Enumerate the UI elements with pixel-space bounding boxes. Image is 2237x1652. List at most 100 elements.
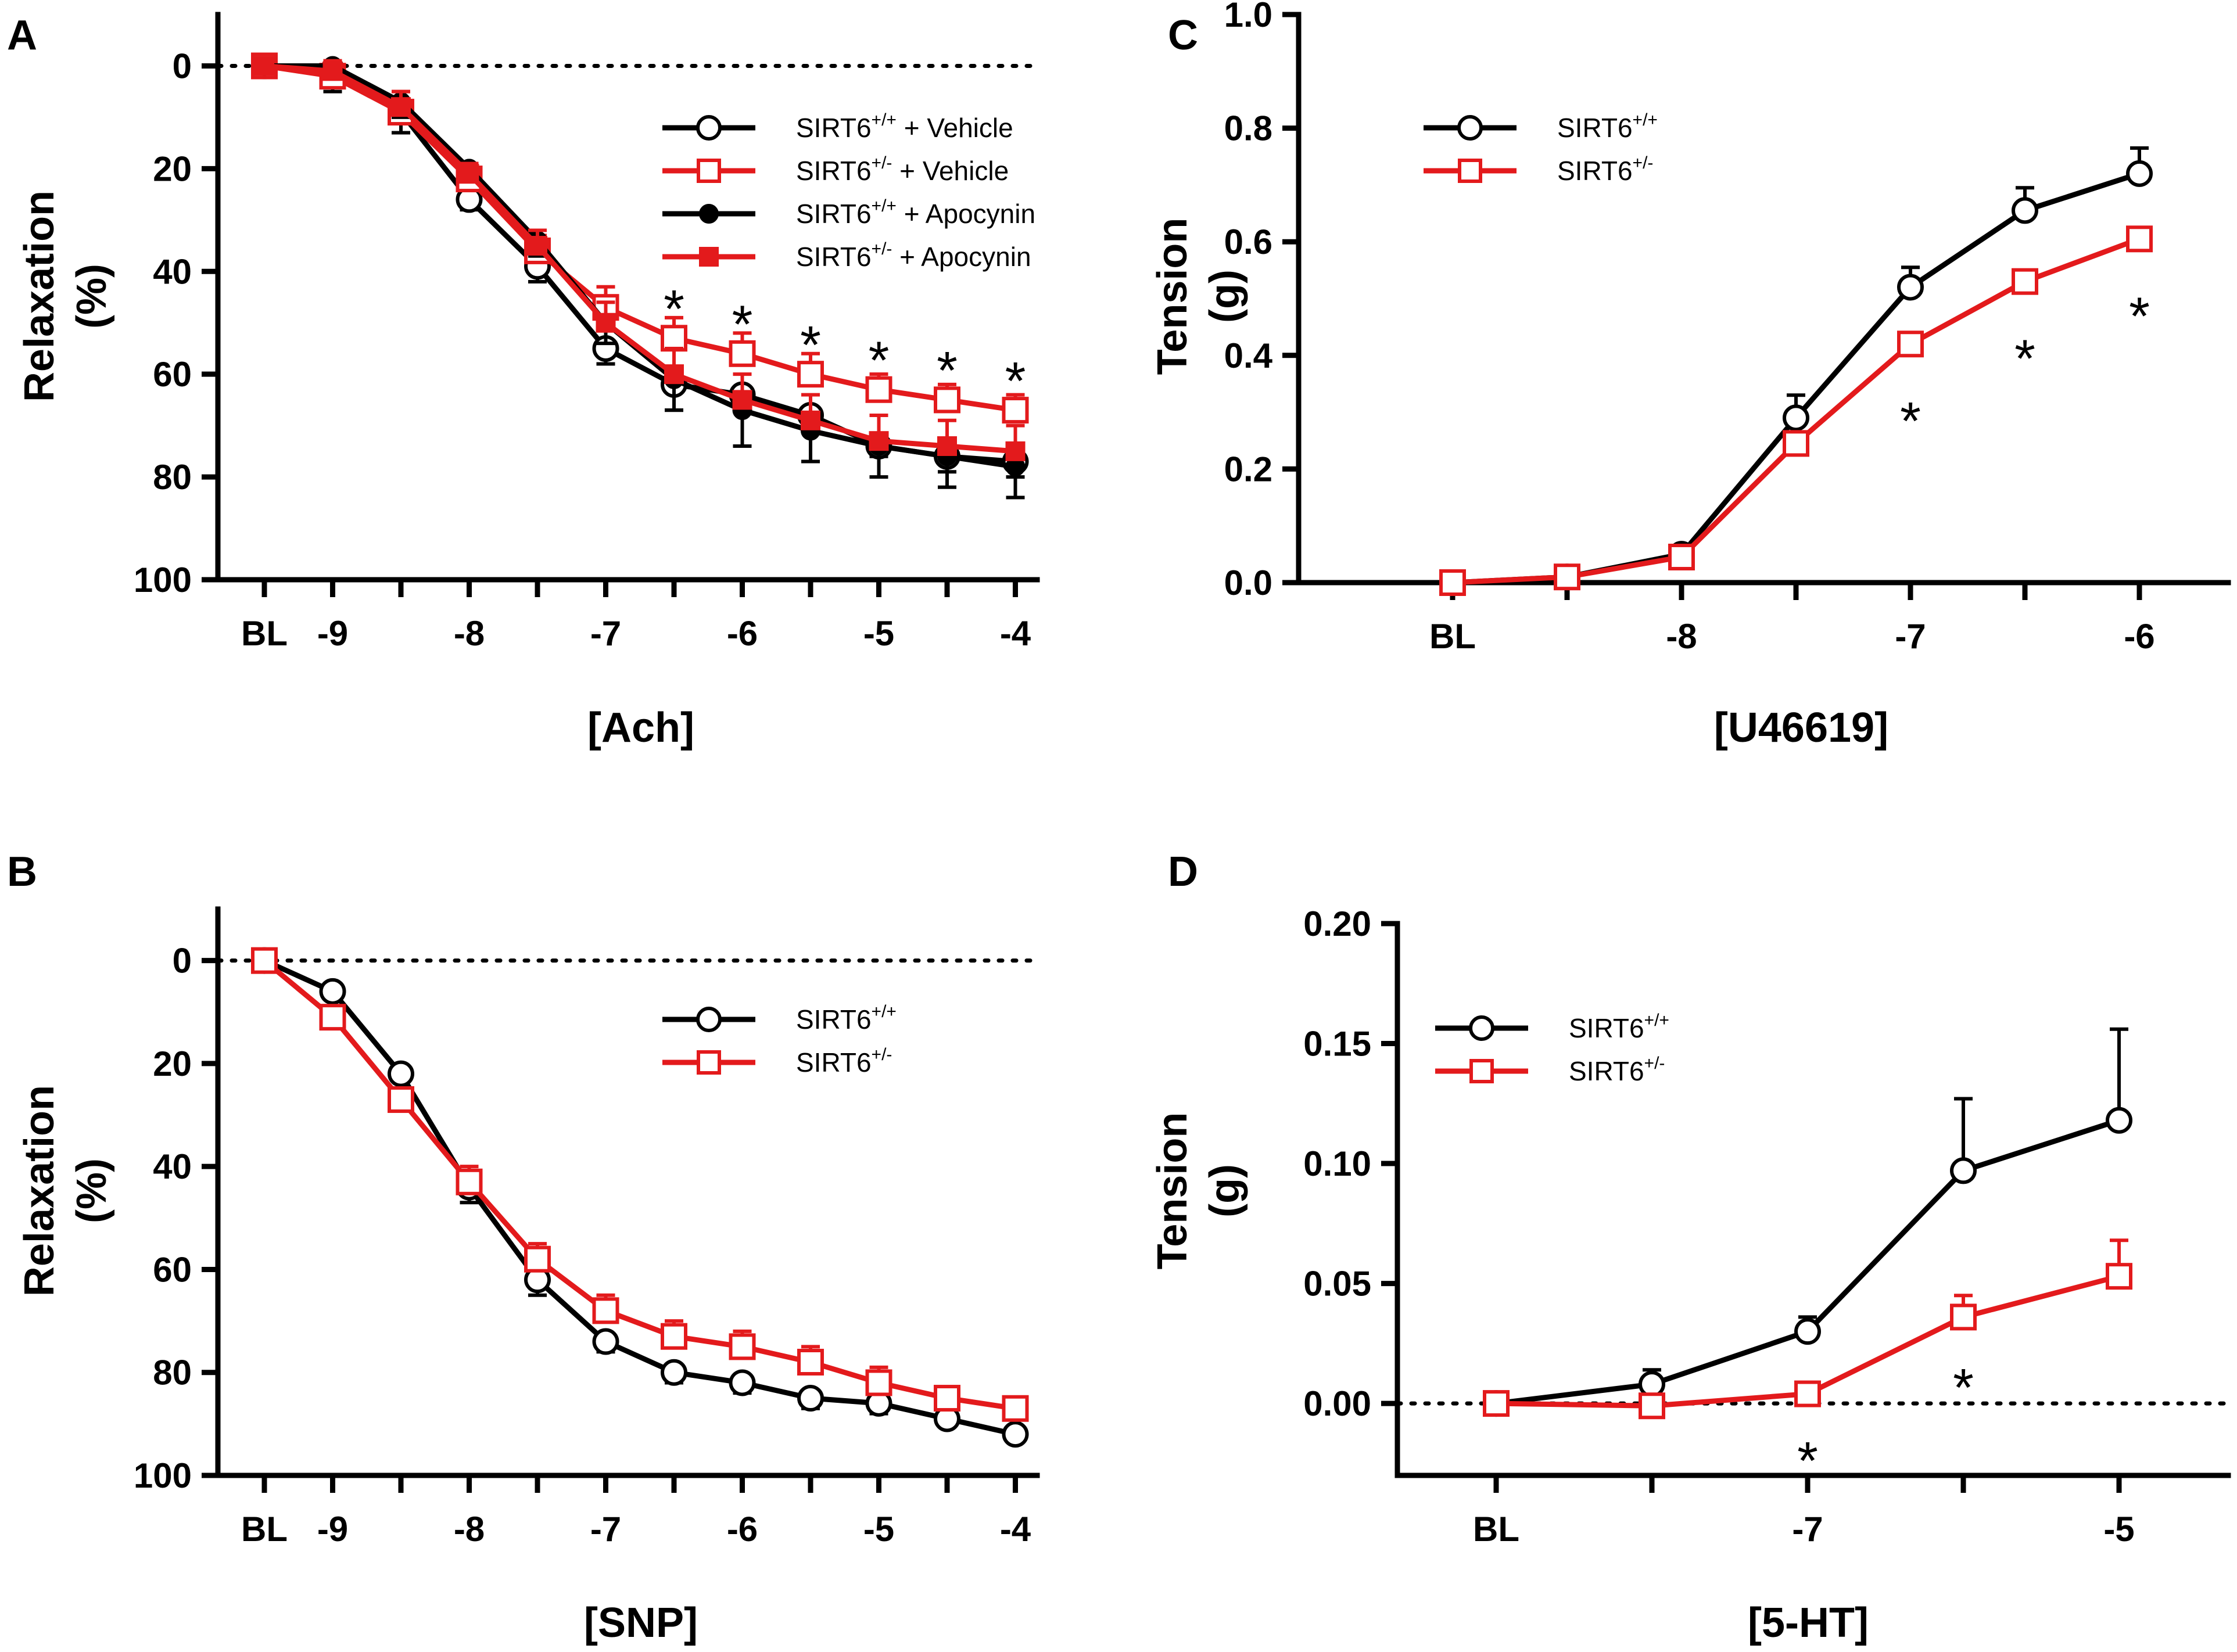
legend-label-treatment: + Apocynin xyxy=(897,199,1035,229)
significance-star: * xyxy=(2129,287,2150,346)
data-point xyxy=(729,1333,756,1360)
y-axis-title-line2: (g) xyxy=(1202,1164,1248,1218)
data-point xyxy=(322,61,343,81)
data-point xyxy=(869,431,889,451)
series-wt xyxy=(1439,146,2153,596)
y-tick-label: 0.20 xyxy=(1303,904,1371,943)
data-point xyxy=(865,1369,892,1396)
legend-marker xyxy=(696,1007,722,1032)
legend-label-genotype: +/- xyxy=(872,153,892,173)
x-tick-label: -4 xyxy=(1000,1510,1031,1549)
x-tick-label: -8 xyxy=(454,1510,485,1549)
x-tick-label: -7 xyxy=(590,1510,621,1549)
legend-label-treatment: + Vehicle xyxy=(892,156,1009,186)
data-point xyxy=(254,56,274,76)
data-point xyxy=(934,1385,960,1412)
data-point xyxy=(391,97,411,117)
data-point xyxy=(1950,1157,1977,1184)
data-point xyxy=(1002,1421,1029,1448)
data-point xyxy=(1554,563,1580,591)
legend-label-genotype: +/- xyxy=(872,1045,892,1064)
legend-marker xyxy=(1457,115,1483,141)
significance-star: * xyxy=(2014,329,2035,389)
legend-item-wt: SIRT6+/+ + Vehicle xyxy=(662,110,1013,143)
y-tick-label: 0.8 xyxy=(1224,109,1272,148)
significance-star: * xyxy=(869,331,890,390)
data-point xyxy=(592,1297,619,1324)
x-tick-label: -9 xyxy=(317,1510,348,1549)
y-tick-label: 100 xyxy=(134,1456,192,1495)
legend-label: SIRT6+/+ + Apocynin xyxy=(796,196,1035,229)
legend-item-het: SIRT6+/- xyxy=(1424,153,1653,186)
series-line xyxy=(263,958,1016,1412)
legend-label: SIRT6+/- xyxy=(796,1045,892,1078)
data-point xyxy=(319,1004,346,1031)
data-point xyxy=(1002,1395,1029,1422)
significance-star: * xyxy=(800,315,821,375)
data-point xyxy=(251,947,278,974)
data-point xyxy=(664,364,684,385)
significance-star: * xyxy=(1005,351,1026,411)
x-tick-label: BL xyxy=(241,614,288,653)
panel-b: B 0 20 40 60 80 100 BL -9 -8 -7 -6 -5 -4 Relaxation (%)… xyxy=(7,849,1040,1646)
data-point xyxy=(1439,569,1466,596)
y-tick-label: 1.0 xyxy=(1224,0,1272,34)
y-tick-label: 0.10 xyxy=(1303,1144,1371,1183)
data-point xyxy=(1639,1371,1665,1398)
legend-marker xyxy=(699,247,719,267)
y-axis-title: Relaxation (%) xyxy=(16,191,115,402)
y-axis-title: Tension (g) xyxy=(1149,218,1248,375)
data-point xyxy=(528,236,547,256)
data-point xyxy=(661,1359,687,1386)
legend-label-genotype: +/+ xyxy=(872,1002,897,1021)
data-point xyxy=(661,1323,687,1350)
legend-marker xyxy=(1469,1015,1494,1041)
legend-label-genotype: +/- xyxy=(1644,1054,1665,1073)
series-line xyxy=(263,958,1016,1437)
legend-label-name: SIRT6 xyxy=(796,1004,872,1035)
legend-label: SIRT6+/+ xyxy=(796,1002,897,1035)
legend-marker xyxy=(699,204,719,224)
legend-label: SIRT6+/- xyxy=(1569,1054,1665,1086)
legend-item-wt: SIRT6+/+ xyxy=(662,1002,897,1035)
legend-item-wt: SIRT6+/+ xyxy=(1424,110,1658,143)
y-axis-title-line2: (%) xyxy=(69,264,115,329)
data-point xyxy=(1950,1303,1977,1331)
data-point xyxy=(2126,160,2153,187)
legend-label-genotype: +/+ xyxy=(1633,110,1658,130)
legend-label-name: SIRT6 xyxy=(796,113,872,143)
x-tick-label: -5 xyxy=(2103,1510,2134,1549)
legend-item-wt: SIRT6+/+ xyxy=(1435,1011,1669,1043)
x-tick-label: BL xyxy=(1473,1510,1519,1549)
data-point xyxy=(2106,1263,2132,1290)
legend-label: SIRT6+/+ + Vehicle xyxy=(796,110,1013,143)
series-line xyxy=(264,63,1016,454)
data-point xyxy=(2106,1107,2132,1134)
significance-star: * xyxy=(1953,1359,1974,1418)
legend-label: SIRT6+/+ xyxy=(1569,1011,1669,1043)
data-point xyxy=(388,1086,414,1113)
y-tick-label: 0.2 xyxy=(1224,450,1272,489)
x-axis-title: [5-HT] xyxy=(1748,1600,1869,1646)
series-het xyxy=(1483,1238,2132,1420)
panel-a: A 0 20 40 60 80 100 BL -9 -8 -7 -6 -5 -4 Relaxation (%)… xyxy=(7,12,1040,751)
data-point xyxy=(801,410,820,430)
x-tick-label: -8 xyxy=(1666,617,1697,656)
legend-label-treatment: + Apocynin xyxy=(892,242,1031,272)
legend-marker xyxy=(697,1050,721,1075)
y-tick-label: 0.05 xyxy=(1303,1265,1371,1303)
legend-marker xyxy=(1458,159,1482,183)
series-het-apo xyxy=(254,56,1026,461)
legend-item-het: SIRT6+/- xyxy=(662,1045,892,1078)
data-point xyxy=(729,1369,756,1396)
x-tick-label: BL xyxy=(241,1510,288,1549)
legend-label-name: SIRT6 xyxy=(796,1047,872,1078)
data-point xyxy=(1002,397,1029,424)
legend-label: SIRT6+/- + Apocynin xyxy=(796,239,1031,272)
legend-label-genotype: +/+ xyxy=(1644,1011,1669,1030)
y-tick-label: 0.00 xyxy=(1303,1384,1371,1423)
legend-label-name: SIRT6 xyxy=(1557,113,1633,143)
data-point xyxy=(934,386,960,414)
